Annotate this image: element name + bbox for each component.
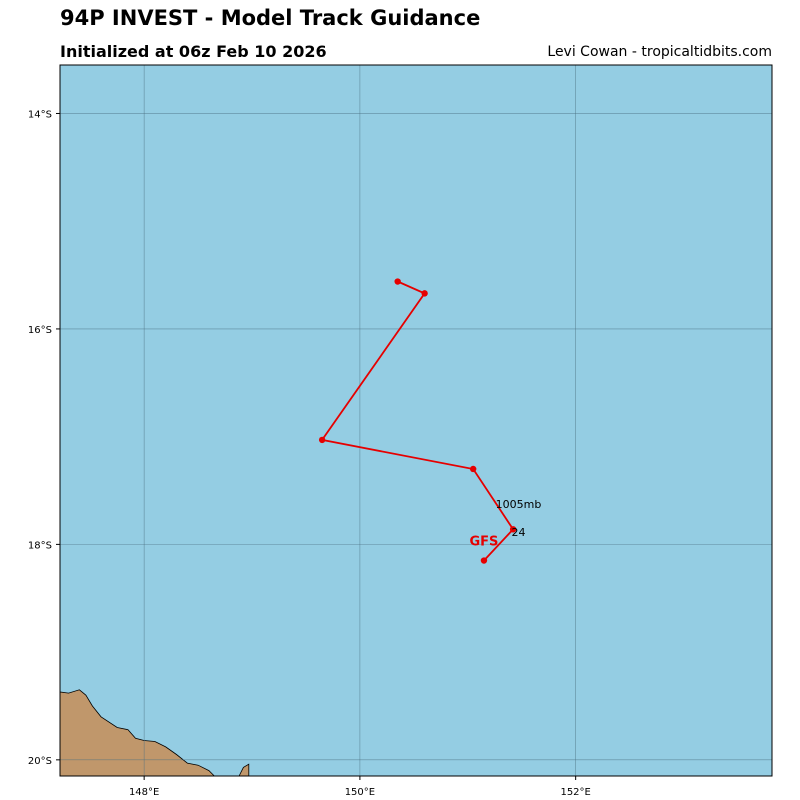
mainland-coast — [59, 689, 216, 777]
lon-tick-label: 148°E — [129, 787, 159, 798]
axis-ticks: 148°E 150°E 152°E 14°S 16°S 18°S 20°S — [28, 109, 591, 798]
lat-tick-label: 18°S — [28, 540, 52, 551]
track-layer: 1005mb 24 GFS — [318, 278, 542, 564]
chart-title: 94P INVEST - Model Track Guidance — [60, 6, 481, 30]
model-label: GFS — [470, 534, 499, 549]
lat-tick-label: 20°S — [28, 756, 52, 767]
lon-tick-label: 150°E — [345, 787, 375, 798]
track-point — [394, 278, 401, 285]
lon-tick-label: 152°E — [560, 787, 590, 798]
credit-text: Levi Cowan - tropicaltidbits.com — [547, 44, 772, 60]
pressure-label: 1005mb — [496, 498, 542, 511]
lat-tick-label: 14°S — [28, 109, 52, 120]
init-time-subtitle: Initialized at 06z Feb 10 2026 — [60, 42, 327, 61]
track-point — [480, 557, 488, 564]
track-point — [509, 526, 517, 533]
ocean-background — [60, 65, 772, 776]
track-point — [469, 465, 477, 473]
graticule — [60, 65, 772, 776]
track-point — [421, 290, 428, 297]
track-point — [318, 436, 326, 444]
lat-tick-label: 16°S — [28, 325, 52, 336]
track-gfs: 1005mb 24 GFS — [318, 278, 542, 564]
track-line — [320, 280, 515, 562]
map-frame — [59, 64, 773, 777]
forecast-hour-label: 24 — [511, 526, 525, 539]
